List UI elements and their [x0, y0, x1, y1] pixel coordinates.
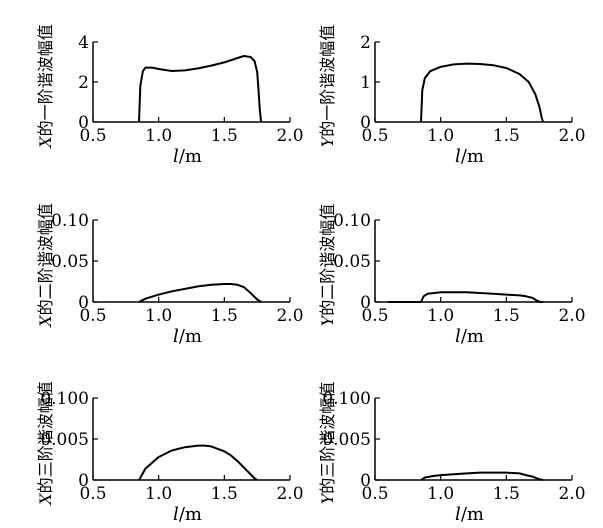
y-tick-label: 0.100 — [40, 389, 89, 409]
panel-p2: 0.5 1.0 1.5 2.0 0 1 2 l/m Y的一阶谐波幅值 — [318, 25, 586, 167]
x-tick-label: 1.0 — [427, 126, 454, 146]
panel-p1: 0.5 1.0 1.5 2.0 0 2 4 l/m X的一阶谐波幅值 — [36, 24, 304, 167]
series-line — [138, 55, 263, 123]
x-axis-label: l/m — [173, 146, 202, 167]
x-tick-label: 1.0 — [145, 306, 172, 326]
panel-p3: 0.5 1.0 1.5 2.0 0 0.05 0.10 l/m X的二阶谐波幅值 — [36, 203, 304, 347]
panel-p5: 0.5 1.0 1.5 2.0 0 0.005 0.100 l/m X的三阶谐波幅值 — [36, 381, 304, 525]
x-axis-label: l/m — [455, 146, 484, 167]
y-tick-label: 0.05 — [333, 252, 371, 272]
x-axis-label: l/m — [173, 504, 202, 525]
x-tick-label: 2.0 — [558, 484, 585, 504]
y-axis-label: X的二阶谐波幅值 — [36, 203, 55, 328]
y-tick-label: 0.10 — [51, 211, 89, 231]
y-axis-label: Y的三阶谐波幅值 — [318, 382, 337, 505]
y-tick-label: 2 — [360, 33, 371, 53]
series-line — [138, 444, 258, 481]
x-tick-label: 2.0 — [558, 306, 585, 326]
x-tick-label: 1.0 — [145, 126, 172, 146]
y-axis-label: X的一阶谐波幅值 — [36, 24, 55, 149]
y-tick-label: 0.005 — [322, 430, 371, 450]
y-tick-label: 0.005 — [40, 430, 89, 450]
y-tick-label: 0 — [360, 471, 371, 491]
x-tick-label: 1.5 — [493, 484, 520, 504]
x-tick-label: 0.5 — [361, 126, 388, 146]
y-tick-label: 0.05 — [51, 252, 89, 272]
y-axis-label: X的三阶谐波幅值 — [36, 381, 55, 506]
x-tick-label: 1.0 — [145, 484, 172, 504]
x-axis-label: l/m — [455, 326, 484, 347]
x-tick-label: 0.5 — [361, 484, 388, 504]
x-axis-label: l/m — [173, 326, 202, 347]
series-line — [138, 283, 262, 303]
y-tick-label: 0.10 — [333, 211, 371, 231]
series-line — [420, 471, 544, 481]
panel-p4: 0.5 1.0 1.5 2.0 0 0.05 0.10 l/m Y的二阶谐波幅值 — [318, 204, 586, 347]
y-tick-label: 0 — [360, 293, 371, 313]
x-tick-label: 2.0 — [558, 126, 585, 146]
x-tick-label: 2.0 — [276, 484, 303, 504]
y-tick-label: 1 — [360, 73, 371, 93]
x-tick-label: 1.5 — [211, 126, 238, 146]
x-tick-label: 0.5 — [79, 126, 106, 146]
y-axis-label: Y的一阶谐波幅值 — [318, 25, 337, 148]
y-tick-label: 0.100 — [322, 389, 371, 409]
x-tick-label: 1.0 — [427, 484, 454, 504]
x-tick-label: 0.5 — [79, 306, 106, 326]
x-tick-label: 0.5 — [79, 484, 106, 504]
x-tick-label: 1.0 — [427, 306, 454, 326]
series-line — [388, 291, 544, 303]
series-line — [420, 62, 545, 123]
panel-p6: 0.5 1.0 1.5 2.0 0 0.005 0.100 l/m Y的三阶谐波幅值 — [318, 382, 586, 525]
y-tick-label: 0 — [78, 471, 89, 491]
x-tick-label: 2.0 — [276, 306, 303, 326]
y-axis-label: Y的二阶谐波幅值 — [318, 204, 337, 327]
x-tick-label: 1.5 — [211, 306, 238, 326]
y-tick-label: 0 — [78, 293, 89, 313]
x-tick-label: 1.5 — [493, 126, 520, 146]
x-tick-label: 1.5 — [493, 306, 520, 326]
y-tick-label: 2 — [78, 73, 89, 93]
x-tick-label: 1.5 — [211, 484, 238, 504]
x-tick-label: 2.0 — [276, 126, 303, 146]
y-tick-label: 0 — [360, 113, 371, 133]
x-axis-label: l/m — [455, 504, 484, 525]
y-tick-label: 0 — [78, 113, 89, 133]
y-tick-label: 4 — [78, 33, 89, 53]
x-tick-label: 0.5 — [361, 306, 388, 326]
